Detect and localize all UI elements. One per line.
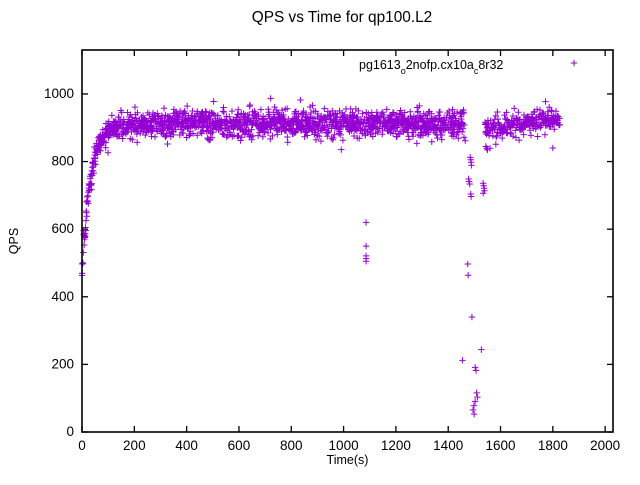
svg-text:200: 200: [123, 438, 146, 453]
svg-text:400: 400: [51, 289, 74, 304]
svg-text:0: 0: [66, 424, 74, 439]
svg-text:Time(s): Time(s): [327, 453, 369, 467]
svg-text:QPS vs Time for qp100.L2: QPS vs Time for qp100.L2: [252, 9, 433, 26]
svg-text:800: 800: [280, 438, 303, 453]
svg-text:1800: 1800: [538, 438, 568, 453]
svg-text:400: 400: [175, 438, 198, 453]
svg-text:1000: 1000: [329, 438, 359, 453]
svg-text:QPS: QPS: [7, 228, 21, 254]
svg-text:600: 600: [228, 438, 251, 453]
svg-text:1200: 1200: [381, 438, 411, 453]
svg-text:1000: 1000: [44, 86, 74, 101]
svg-text:2000: 2000: [590, 438, 620, 453]
svg-text:1600: 1600: [485, 438, 515, 453]
svg-text:200: 200: [51, 356, 74, 371]
svg-text:600: 600: [51, 221, 74, 236]
svg-text:800: 800: [51, 154, 74, 169]
svg-text:1400: 1400: [433, 438, 463, 453]
svg-text:0: 0: [78, 438, 86, 453]
